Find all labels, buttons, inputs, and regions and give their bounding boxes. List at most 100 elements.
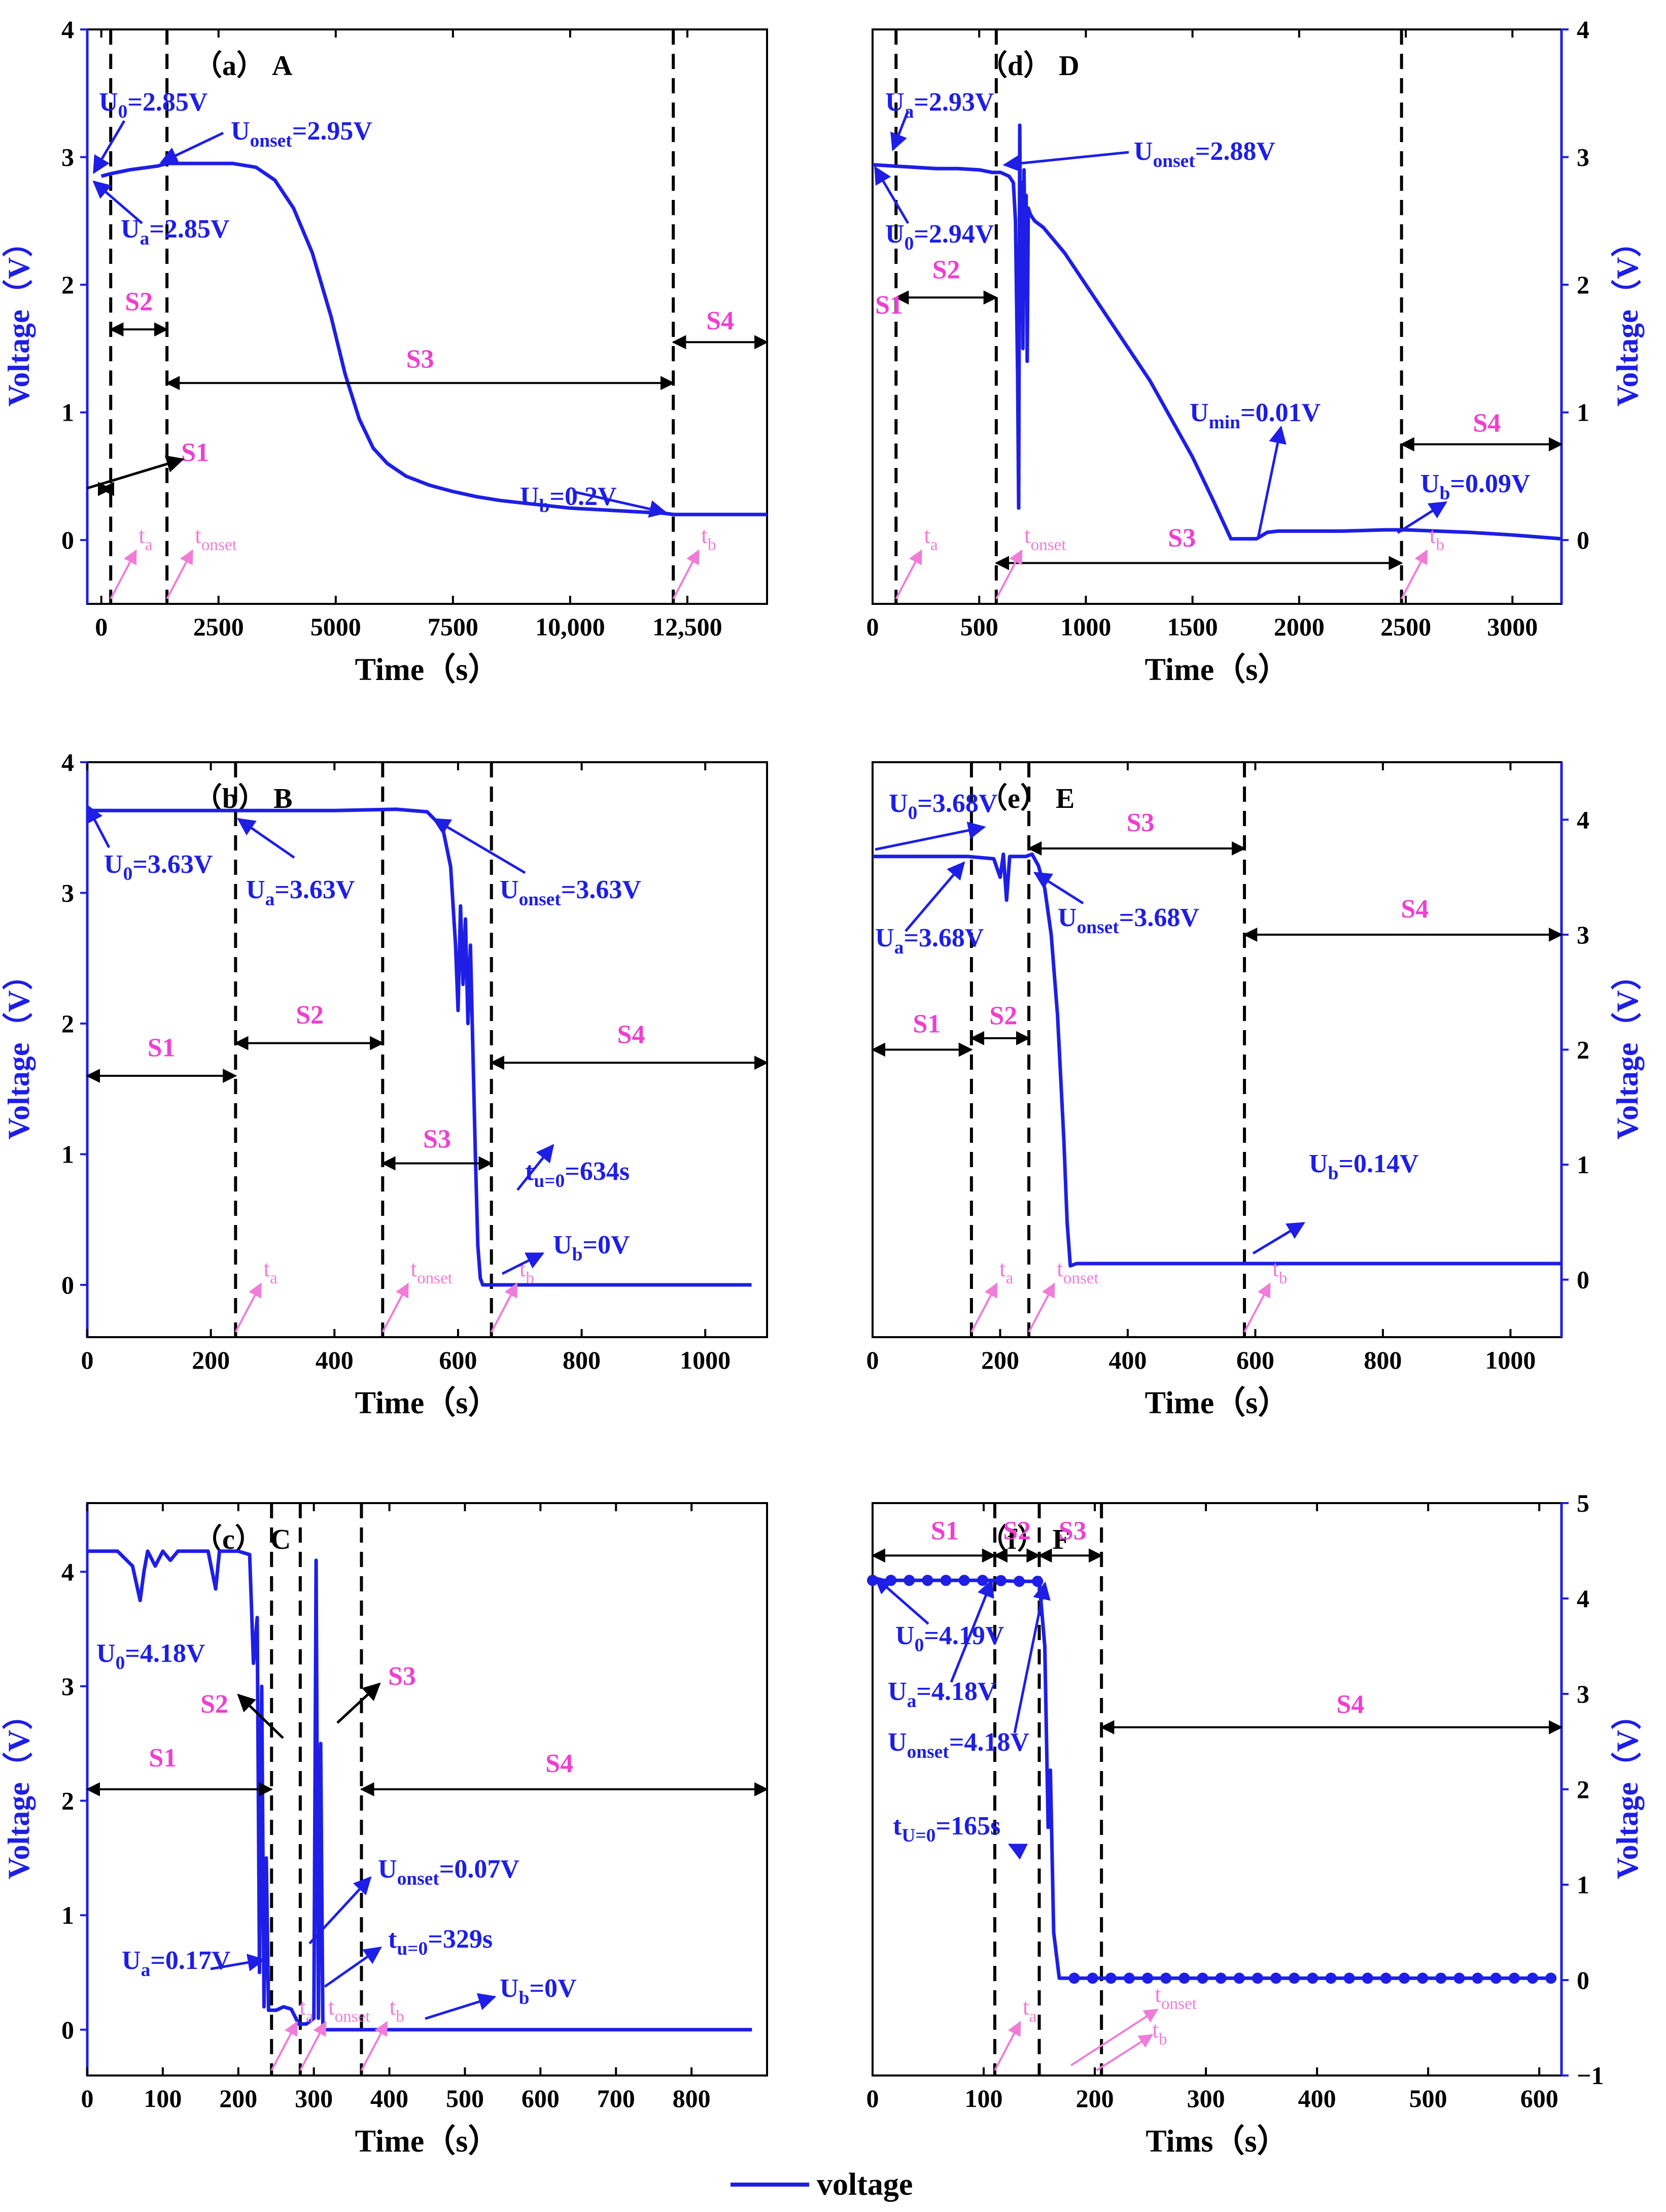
t-marker-arrow bbox=[672, 549, 700, 599]
voltage-marker bbox=[1343, 1972, 1355, 1984]
annotation-arrow bbox=[210, 1954, 266, 1971]
y-tick-label: 3 bbox=[61, 879, 74, 907]
voltage-marker bbox=[1453, 1972, 1465, 1984]
x-tick-label: 200 bbox=[981, 1346, 1019, 1374]
legend-label: voltage bbox=[817, 2167, 913, 2202]
x-tick-label: 400 bbox=[370, 2084, 408, 2113]
value-annotation: Ub=0.2V bbox=[520, 482, 617, 517]
voltage-marker bbox=[1142, 1972, 1154, 1984]
voltage-marker bbox=[885, 1575, 897, 1586]
annotation-arrow bbox=[874, 165, 910, 224]
segment-callout-arrow bbox=[336, 1682, 381, 1724]
annotation-arrow bbox=[1252, 1221, 1306, 1255]
y-tick-label: 0 bbox=[1577, 526, 1589, 554]
x-tick-label: 800 bbox=[563, 1346, 601, 1374]
t-marker-label: tb bbox=[701, 522, 716, 554]
value-annotation: tu=0=329s bbox=[388, 1925, 493, 1959]
t-marker-arrow bbox=[1096, 2034, 1154, 2071]
voltage-marker bbox=[1362, 1972, 1373, 1984]
plot-frame bbox=[872, 1502, 1563, 2077]
t-marker-arrow bbox=[234, 1282, 262, 1333]
x-axis-label: Time（s） bbox=[355, 2123, 500, 2159]
x-tick-label: 1000 bbox=[1485, 1346, 1536, 1374]
y-tick-label: −1 bbox=[1577, 2061, 1604, 2090]
y-axis-label: Voltage（V） bbox=[2, 960, 36, 1139]
y-tick-label: 1 bbox=[1577, 1870, 1589, 1899]
voltage-line bbox=[872, 123, 1562, 541]
x-tick-label: 2000 bbox=[1274, 612, 1325, 641]
voltage-marker bbox=[1325, 1972, 1337, 1984]
value-annotation: Umin=0.01V bbox=[1190, 398, 1321, 433]
voltage-marker bbox=[1417, 1972, 1429, 1984]
value-annotation: U0=3.63V bbox=[104, 850, 213, 884]
segment-label-s1: S1 bbox=[148, 1033, 176, 1062]
y-tick-label: 3 bbox=[61, 143, 74, 172]
value-annotation: tu=0=634s bbox=[525, 1157, 630, 1192]
voltage-marker bbox=[904, 1575, 915, 1586]
t-marker-arrow bbox=[110, 549, 137, 599]
annotation-arrow bbox=[1013, 1581, 1051, 1733]
segment-label-s3: S3 bbox=[388, 1662, 416, 1691]
segment-label-s2: S2 bbox=[200, 1690, 228, 1719]
x-tick-label: 10,000 bbox=[535, 612, 605, 641]
x-tick-label: 800 bbox=[673, 2084, 711, 2113]
y-tick-label: 1 bbox=[61, 1901, 74, 1929]
x-axis-label: Tims（s） bbox=[1146, 2123, 1288, 2159]
voltage-marker bbox=[1197, 1972, 1208, 1984]
y-axis-label: Voltage（V） bbox=[2, 1699, 36, 1879]
voltage-marker bbox=[1399, 1972, 1410, 1984]
y-tick-label: 4 bbox=[61, 748, 74, 776]
segment-callout-arrow bbox=[237, 1693, 284, 1739]
panel-title: （c） C bbox=[194, 1523, 291, 1555]
x-tick-label: 200 bbox=[192, 1346, 230, 1374]
t-marker-arrow bbox=[970, 1282, 998, 1333]
y-tick-label: 1 bbox=[1577, 398, 1589, 427]
t-marker-arrow bbox=[270, 2021, 298, 2071]
segment-label-s4: S4 bbox=[1401, 895, 1429, 924]
x-tick-label: 400 bbox=[1298, 2084, 1336, 2113]
segment-label-s2: S2 bbox=[932, 256, 960, 285]
t-marker-label: ta bbox=[1023, 1994, 1037, 2026]
value-annotation: U0=4.18V bbox=[96, 1639, 205, 1674]
voltage-line bbox=[100, 161, 767, 517]
annotation-arrow bbox=[501, 1252, 545, 1275]
annotation-arrow bbox=[432, 818, 526, 874]
x-tick-label: 200 bbox=[1076, 2084, 1114, 2113]
x-tick-label: 2500 bbox=[193, 612, 244, 641]
x-tick-label: 0 bbox=[866, 1346, 879, 1374]
x-tick-label: 1000 bbox=[680, 1346, 731, 1374]
annotation-arrow bbox=[92, 180, 143, 224]
voltage-line bbox=[873, 852, 1561, 1268]
t-marker-arrow bbox=[1243, 1282, 1271, 1333]
y-tick-label: 3 bbox=[61, 1672, 74, 1700]
voltage-marker bbox=[1105, 1972, 1117, 1984]
annotation-arrow bbox=[425, 1993, 497, 2020]
voltage-marker bbox=[940, 1575, 952, 1586]
y-tick-label: 0 bbox=[1577, 1966, 1589, 1994]
segment-label-s3: S3 bbox=[1059, 1516, 1087, 1545]
y-tick-label: 2 bbox=[1577, 1775, 1589, 1803]
annotation-arrow bbox=[1257, 425, 1287, 538]
panel-title: （a） A bbox=[194, 50, 293, 82]
voltage-marker bbox=[1178, 1972, 1190, 1984]
annotation-arrow bbox=[159, 131, 224, 164]
value-annotation: Ub=0.14V bbox=[1309, 1149, 1419, 1184]
x-tick-label: 0 bbox=[866, 2084, 879, 2113]
value-annotation: U0=2.85V bbox=[99, 88, 207, 122]
y-tick-label: 3 bbox=[1577, 1680, 1589, 1708]
t-marker-arrow bbox=[1028, 1282, 1055, 1333]
voltage-marker bbox=[958, 1575, 970, 1586]
panel-title: （e） E bbox=[979, 782, 1074, 814]
annotation-arrow bbox=[92, 120, 126, 175]
panel-a: 0 2500 5000 7500 10,000 12,500 0 1 2 3 4 Time（s） Vol… bbox=[2, 15, 769, 687]
value-annotation: Uonset=4.18V bbox=[888, 1728, 1029, 1762]
x-tick-label: 300 bbox=[295, 2084, 333, 2113]
annotation-arrow bbox=[950, 1579, 994, 1683]
t-marker-arrow bbox=[1400, 549, 1428, 599]
y-axis-label: Voltage（V） bbox=[1610, 227, 1644, 406]
value-annotation: Ua=0.17V bbox=[122, 1946, 230, 1981]
segment-label-s1: S1 bbox=[875, 291, 903, 320]
value-annotation: Uonset=2.88V bbox=[1134, 137, 1275, 172]
voltage-marker bbox=[922, 1575, 933, 1586]
